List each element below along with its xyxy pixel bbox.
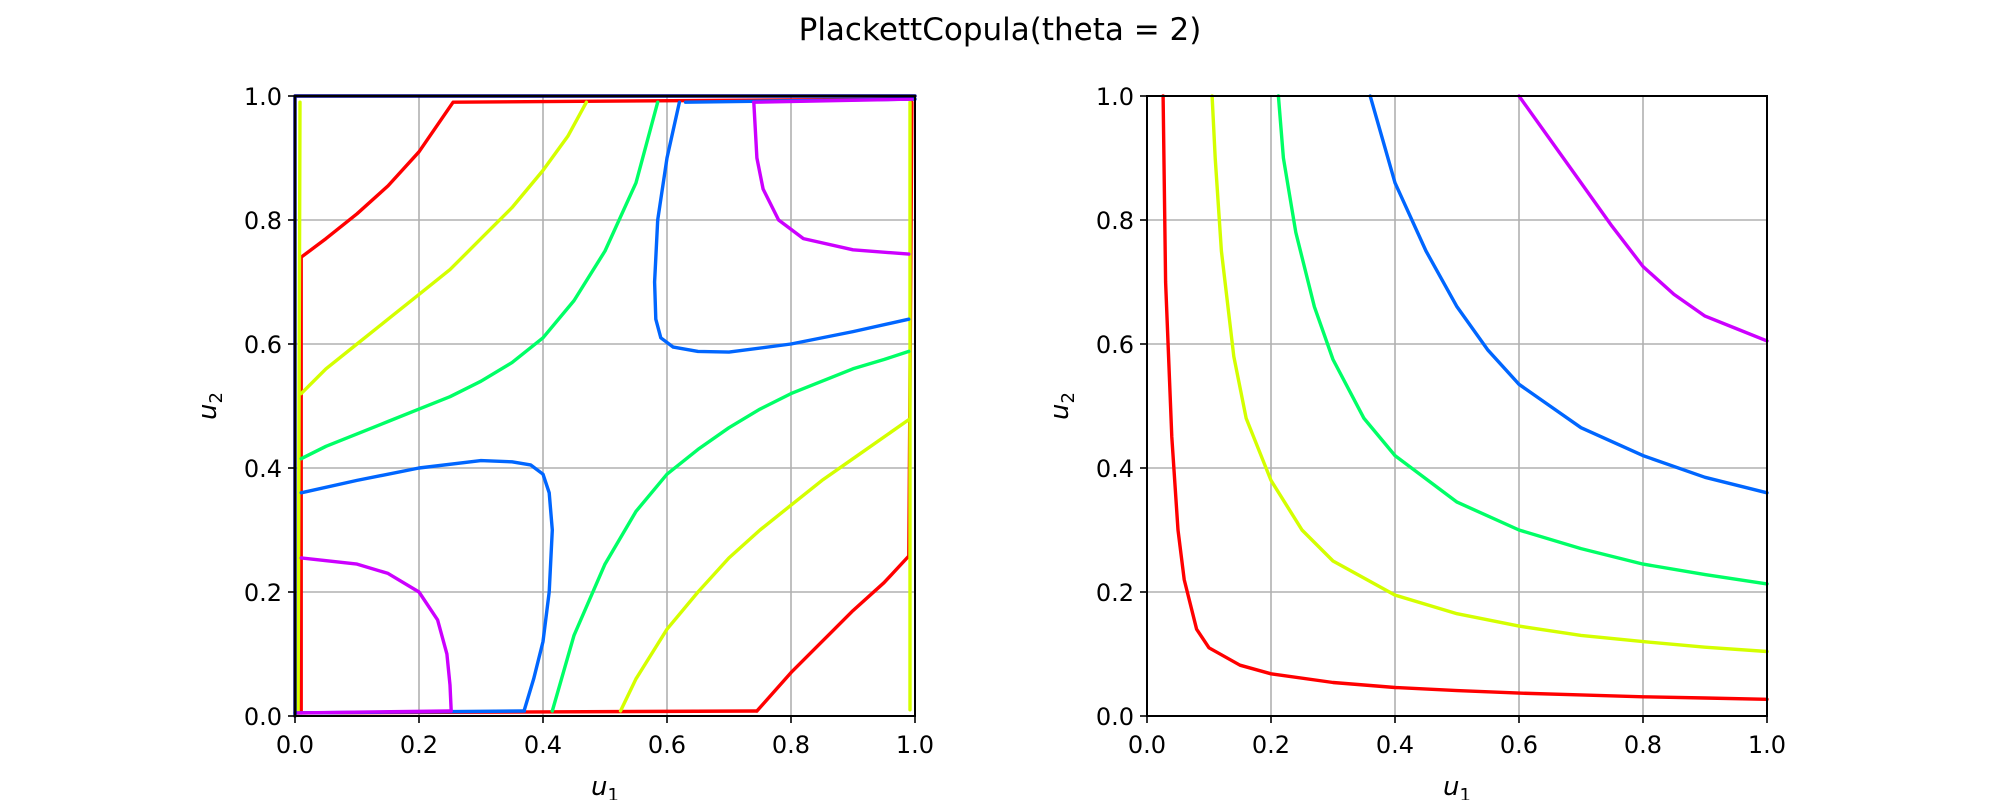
left-xtick-label: 0.8: [772, 731, 810, 759]
left-contour-series-3-segment-0: [299, 458, 554, 712]
left-ylabel: u2: [193, 392, 227, 420]
left-contour-series-4-segment-0: [299, 556, 453, 713]
left-contour-series-2-segment-0: [299, 100, 660, 461]
left-contour-series-0-segment-0: [299, 97, 917, 715]
left-subplot: 0.0 0.2 0.4 0.6 0.8 1.00.00.20.40.60.81.0 u1 …: [193, 83, 934, 800]
right-ytick-label: 0.4: [1096, 455, 1134, 483]
left-ytick-label: 0.4: [244, 455, 282, 483]
right-ylabel: u2: [1045, 392, 1079, 420]
left-ytick-label: 1.0: [244, 83, 282, 111]
left-ytick-label: 0.0: [244, 703, 282, 731]
right-xtick-label: 0.2: [1252, 731, 1290, 759]
left-ytick-label: 0.6: [244, 331, 282, 359]
left-contour-series-0-segment-1: [755, 100, 914, 713]
left-ytick-label: 0.8: [244, 207, 282, 235]
right-ytick-label: 0.0: [1096, 703, 1134, 731]
left-ytick-label: 0.2: [244, 579, 282, 607]
left-ticks: 0.0 0.2 0.4 0.6 0.8 1.0 0.0 0.2 0.4 0.6 0.8 1.0: [244, 83, 934, 759]
right-contour-series-2-segment-0: [1276, 94, 1769, 586]
right-subplot: 0.0 0.2 0.4 0.6 0.8 1.00.00.20.40.60.81.0 u1 …: [1045, 83, 1786, 800]
right-xtick-label: 0.8: [1624, 731, 1662, 759]
left-xtick-label: 0.2: [400, 731, 438, 759]
left-contour-series-4-segment-1: [752, 100, 911, 256]
right-xtick-label: 0.4: [1376, 731, 1414, 759]
right-contour-series-4-segment-0: [1517, 94, 1769, 343]
right-axes-frame: [1146, 95, 1768, 717]
right-xtick-label: 0.6: [1500, 731, 1538, 759]
right-xtick-label: 1.0: [1748, 731, 1786, 759]
right-xlabel: u1: [1443, 772, 1471, 800]
left-grid: [294, 95, 916, 717]
right-grid: [1146, 95, 1768, 717]
figure-title: PlackettCopula(theta = 2): [799, 12, 1202, 48]
left-contour-series-4-segment-2: [296, 709, 452, 715]
left-xtick-label: 0.0: [276, 731, 314, 759]
left-contour-series-1-segment-0: [299, 100, 589, 396]
right-contour-series-3-segment-0: [1368, 94, 1769, 495]
left-xtick-label: 0.4: [524, 731, 562, 759]
left-axes-frame: [294, 95, 916, 717]
right-xtick-label: 0.0: [1128, 731, 1166, 759]
left-xtick-label: 0.6: [648, 731, 686, 759]
right-ticks: 0.0 0.2 0.4 0.6 0.8 1.0 0.0 0.2 0.4 0.6 0.8 1.0: [1096, 83, 1786, 759]
left-xlabel: u1: [591, 772, 619, 800]
left-contour-series-1-segment-1: [618, 417, 911, 713]
right-ytick-label: 1.0: [1096, 83, 1134, 111]
left-contour-series: [293, 94, 917, 718]
right-contour-series-1-segment-0: [1210, 94, 1769, 654]
right-ytick-label: 0.6: [1096, 331, 1134, 359]
right-contour-series-0-segment-0: [1161, 94, 1769, 701]
left-contour-series-3-segment-2: [652, 100, 911, 354]
left-contour-series-2-segment-1: [550, 349, 911, 713]
left-contour-series-5-segment-0: [293, 94, 917, 718]
left-xtick-label: 1.0: [896, 731, 934, 759]
left-contour-series-1-segment-2: [296, 100, 302, 716]
right-ytick-label: 0.8: [1096, 207, 1134, 235]
right-contour-series: [1161, 94, 1769, 701]
right-ytick-label: 0.2: [1096, 579, 1134, 607]
left-contour-series-4-segment-3: [752, 97, 914, 104]
